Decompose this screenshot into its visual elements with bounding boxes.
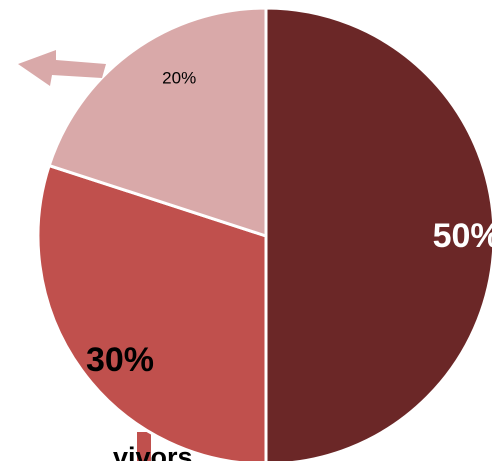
pie-labels: 50% 30% 20%: [86, 69, 492, 379]
callout-arrow-icon: [18, 50, 106, 86]
pie-slice-label-1: 50%: [433, 217, 492, 255]
pie-slice-1: [264, 6, 492, 461]
pie-slice-2: [36, 164, 268, 461]
pie-slice-label-2: 30%: [86, 341, 154, 379]
pie-slice-label-3: 20%: [162, 69, 196, 88]
partial-caption-text: vivors: [113, 442, 193, 461]
pie-slices: [36, 6, 492, 461]
pie-slice-3: [47, 6, 268, 238]
bottom-bar-stem: [137, 432, 151, 461]
